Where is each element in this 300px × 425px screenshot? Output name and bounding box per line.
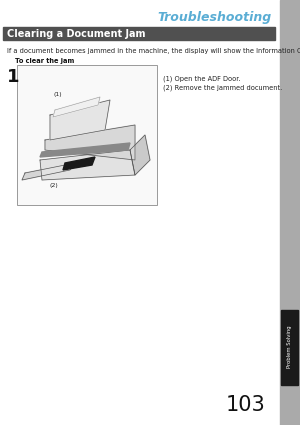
Text: If a document becomes jammed in the machine, the display will show the Informati: If a document becomes jammed in the mach… [7,48,300,54]
Text: 103: 103 [225,395,265,415]
Polygon shape [22,163,75,180]
Polygon shape [40,150,135,180]
Polygon shape [40,143,130,157]
Polygon shape [53,97,100,117]
Polygon shape [130,135,150,175]
Bar [280,0,300,425]
Text: (1) Open the ADF Door.: (1) Open the ADF Door. [163,75,241,82]
Polygon shape [45,125,135,160]
Text: (2): (2) [50,183,59,188]
Text: Clearing a Document Jam: Clearing a Document Jam [7,28,146,39]
Bar [281,310,298,385]
Text: (2) Remove the jammed document.: (2) Remove the jammed document. [163,84,282,91]
Polygon shape [63,157,95,170]
Text: Troubleshooting: Troubleshooting [158,11,272,23]
Bar [17,65,157,205]
Text: Problem Solving: Problem Solving [287,326,292,368]
Bar [3,27,275,40]
Text: To clear the jam: To clear the jam [15,58,74,64]
Text: (1): (1) [54,92,63,97]
Text: 1: 1 [7,68,20,86]
Polygon shape [50,100,110,140]
